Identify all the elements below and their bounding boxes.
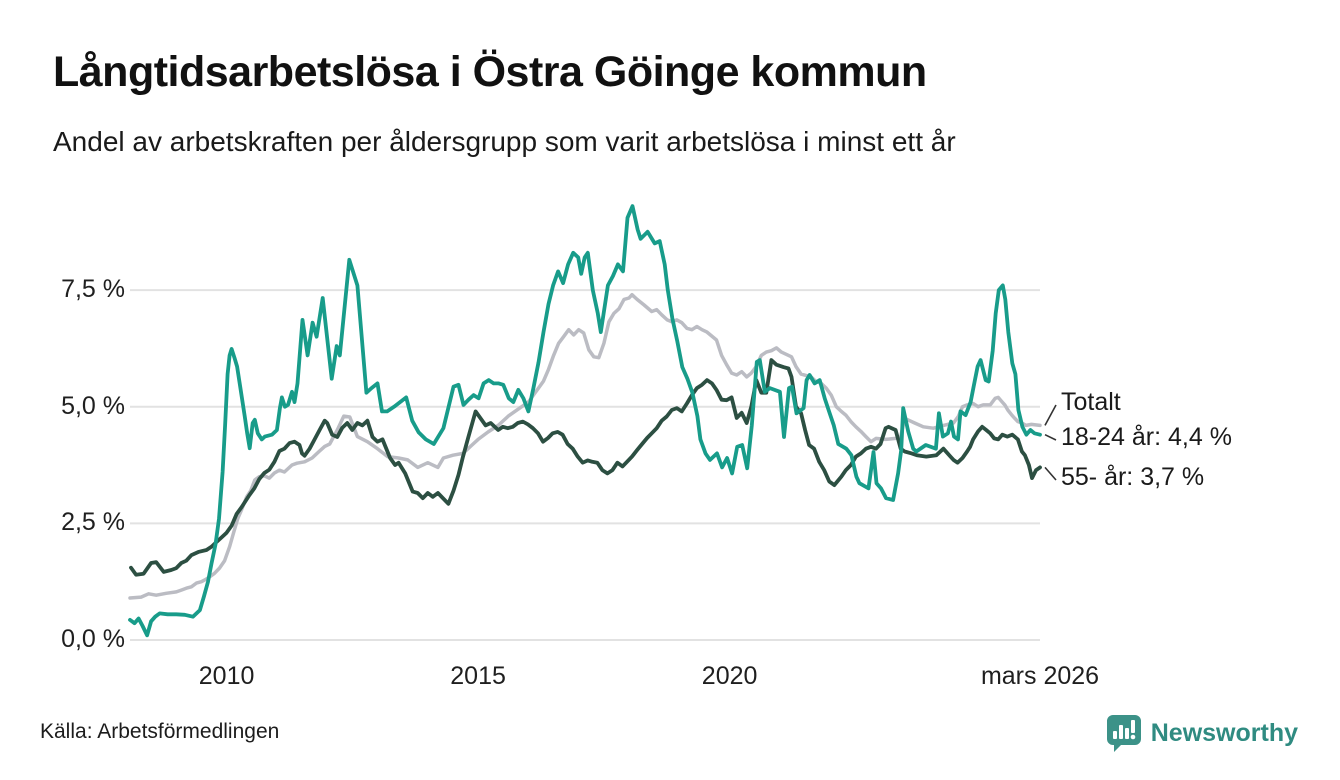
y-tick-label: 5,0 % [61,391,125,420]
x-tick-label: 2015 [450,662,506,690]
x-tick-label: 2020 [701,662,758,690]
end-label-18-24-ar: 18-24 år: 4,4 % [1061,423,1232,451]
y-tick-label: 0,0 % [61,625,125,653]
chart-title: Långtidsarbetslösa i Östra Göinge kommun [53,48,927,96]
newsworthy-bar-chart-icon [1106,715,1141,752]
end-label-leader-18-24-ar [1044,433,1057,441]
y-tick-label: 7,5 % [61,275,125,304]
end-label-leader-totalt [1044,404,1057,426]
newsworthy-logo: Newsworthy [1106,714,1298,752]
y-tick-label: 2,5 % [61,508,125,537]
x-tick-label: 2010 [198,662,255,690]
x-tick-label: mars 2026 [980,662,1100,690]
series-line-55-ar [129,358,1042,577]
newsworthy-wordmark: Newsworthy [1150,718,1298,747]
end-label-55-ar: 55- år: 3,7 % [1061,463,1205,491]
end-label-leader-55-ar [1044,466,1057,481]
source-note: Källa: Arbetsförmedlingen [40,720,280,743]
series-line-18-24-ar [128,204,1042,638]
series-line-totalt [128,292,1042,600]
end-label-totalt: Totalt [1061,388,1121,416]
chart-subtitle: Andel av arbetskraften per åldersgrupp s… [53,126,956,157]
